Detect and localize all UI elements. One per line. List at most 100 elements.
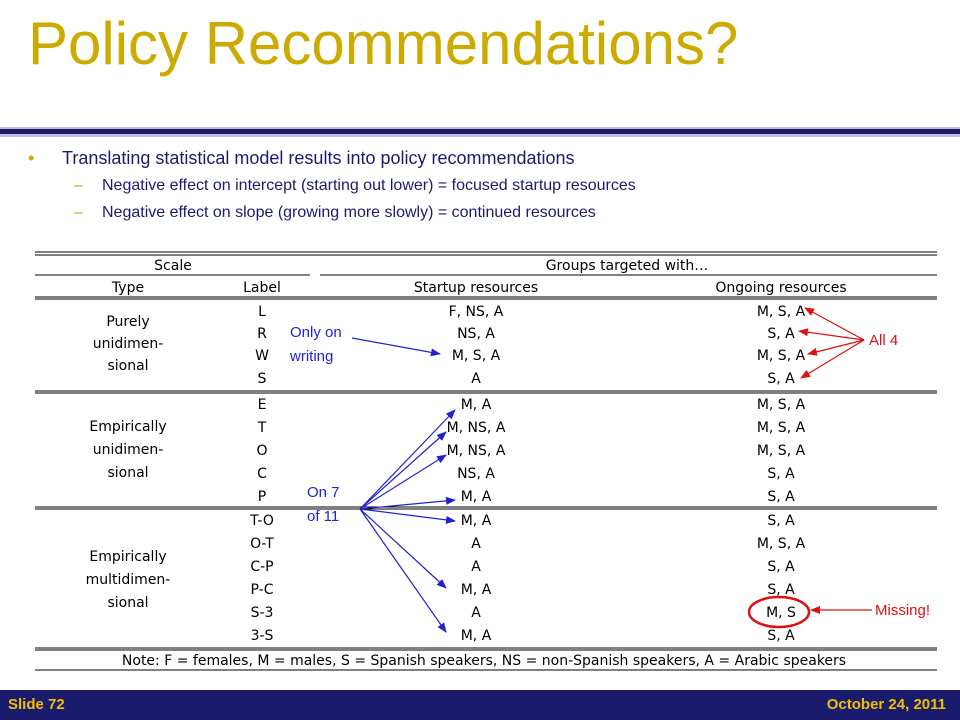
- annotation-missing: Missing!: [875, 602, 930, 619]
- arrow: [807, 339, 865, 356]
- row-label: 3-S: [251, 628, 274, 644]
- annotation-on-7-of-11: On 7: [307, 484, 340, 501]
- row-label: R: [257, 326, 267, 342]
- table-row: 3-S M, A S, A: [251, 628, 796, 644]
- row-label: O-T: [250, 536, 274, 552]
- row-startup: M, S, A: [452, 348, 501, 364]
- type-line: unidimen-: [93, 336, 164, 352]
- sub-bullet-item: – Negative effect on intercept (starting…: [28, 176, 948, 196]
- column-header-ongoing: Ongoing resources: [715, 280, 846, 296]
- bullet-list: • Translating statistical model results …: [28, 147, 948, 223]
- sub-bullet-item: – Negative effect on slope (growing more…: [28, 203, 948, 223]
- arrow: [359, 508, 447, 633]
- row-ongoing: M, S, A: [757, 443, 806, 459]
- arrows-all-4: [798, 307, 865, 379]
- table-row: C-P A S, A: [250, 559, 795, 575]
- column-header-label: Label: [243, 280, 281, 296]
- sub-bullet-dash: –: [74, 177, 83, 194]
- arrow: [359, 409, 456, 510]
- arrow: [359, 496, 456, 510]
- row-startup: M, A: [461, 489, 492, 505]
- row-ongoing: S, A: [767, 466, 795, 482]
- row-startup: M, A: [461, 397, 492, 413]
- sub-bullet-dash: –: [74, 204, 83, 221]
- sub-bullet-text: Negative effect on slope (growing more s…: [102, 204, 596, 221]
- type-group-purely-unidimensional: Purely unidimen- sional: [93, 314, 164, 374]
- column-header-startup: Startup resources: [414, 280, 538, 296]
- missing-highlight-circle: [747, 595, 811, 629]
- type-line: Purely: [106, 314, 149, 330]
- row-ongoing: M, S: [766, 605, 796, 621]
- bullet-item: • Translating statistical model results …: [28, 147, 948, 169]
- row-ongoing: M, S, A: [757, 304, 806, 320]
- column-header-type: Type: [111, 280, 144, 296]
- row-startup: F, NS, A: [449, 304, 504, 320]
- row-ongoing: M, S, A: [757, 348, 806, 364]
- row-label: C: [257, 466, 267, 482]
- table-row: T M, NS, A M, S, A: [257, 420, 806, 436]
- row-ongoing: S, A: [767, 628, 795, 644]
- row-startup: A: [471, 536, 481, 552]
- type-line: sional: [107, 595, 148, 611]
- table-rules: [35, 251, 937, 671]
- header-scale: Scale: [154, 258, 192, 274]
- row-ongoing: S, A: [767, 371, 795, 387]
- row-label: T: [257, 420, 267, 436]
- row-startup: NS, A: [457, 326, 495, 342]
- row-startup: M, A: [461, 513, 492, 529]
- table-row: E M, A M, S, A: [258, 397, 806, 413]
- row-label: O: [256, 443, 267, 459]
- row-ongoing: M, S, A: [757, 420, 806, 436]
- row-label: W: [255, 348, 269, 364]
- row-ongoing: S, A: [767, 513, 795, 529]
- row-label: P: [258, 489, 266, 505]
- annotation-only-on-writing: Only on: [290, 324, 342, 341]
- row-startup: M, A: [461, 582, 492, 598]
- row-label: E: [258, 397, 267, 413]
- row-startup: M, NS, A: [447, 420, 506, 436]
- table-row: C NS, A S, A: [257, 466, 795, 482]
- table-row: O-T A M, S, A: [250, 536, 805, 552]
- type-line: sional: [107, 358, 148, 374]
- row-ongoing: S, A: [767, 326, 795, 342]
- arrows-on-7-of-11: [359, 409, 456, 633]
- row-startup: A: [471, 371, 481, 387]
- row-startup: NS, A: [457, 466, 495, 482]
- table-row: S A S, A: [258, 371, 796, 387]
- table-row: W M, S, A M, S, A: [255, 348, 806, 364]
- slide-number: Slide 72: [8, 696, 65, 713]
- row-startup: A: [471, 559, 481, 575]
- row-ongoing: S, A: [767, 489, 795, 505]
- arrow: [359, 508, 447, 589]
- type-line: Empirically: [89, 419, 166, 435]
- table-row: P-C M, A S, A: [251, 582, 796, 598]
- row-ongoing: M, S, A: [757, 397, 806, 413]
- row-label: S: [258, 371, 267, 387]
- arrow: [359, 508, 456, 524]
- slide-title: Policy Recommendations?: [28, 10, 739, 77]
- arrow: [359, 454, 447, 510]
- table-note: Note: F = females, M = males, S = Spanis…: [122, 653, 846, 669]
- row-ongoing: S, A: [767, 582, 795, 598]
- row-label: C-P: [250, 559, 273, 575]
- row-ongoing: M, S, A: [757, 536, 806, 552]
- bullet-text: Translating statistical model results in…: [62, 148, 575, 168]
- type-line: sional: [107, 465, 148, 481]
- arrow: [359, 431, 447, 510]
- arrow: [800, 339, 865, 379]
- row-startup: M, NS, A: [447, 443, 506, 459]
- row-startup: A: [471, 605, 481, 621]
- row-label: T-O: [249, 513, 274, 529]
- header-groups: Groups targeted with…: [546, 258, 709, 274]
- type-group-empirically-multidimensional: Empirically multidimen- sional: [86, 549, 171, 611]
- table-row: L F, NS, A M, S, A: [258, 304, 806, 320]
- footer-date: October 24, 2011: [826, 696, 946, 713]
- type-line: unidimen-: [93, 442, 164, 458]
- row-startup: M, A: [461, 628, 492, 644]
- annotation-only-on-writing: writing: [289, 348, 333, 365]
- table-row: O M, NS, A M, S, A: [256, 443, 805, 459]
- title-divider: [0, 127, 960, 137]
- table-row: P M, A S, A: [258, 489, 795, 505]
- arrow: [804, 307, 865, 341]
- arrow-only-on-writing: [351, 337, 441, 357]
